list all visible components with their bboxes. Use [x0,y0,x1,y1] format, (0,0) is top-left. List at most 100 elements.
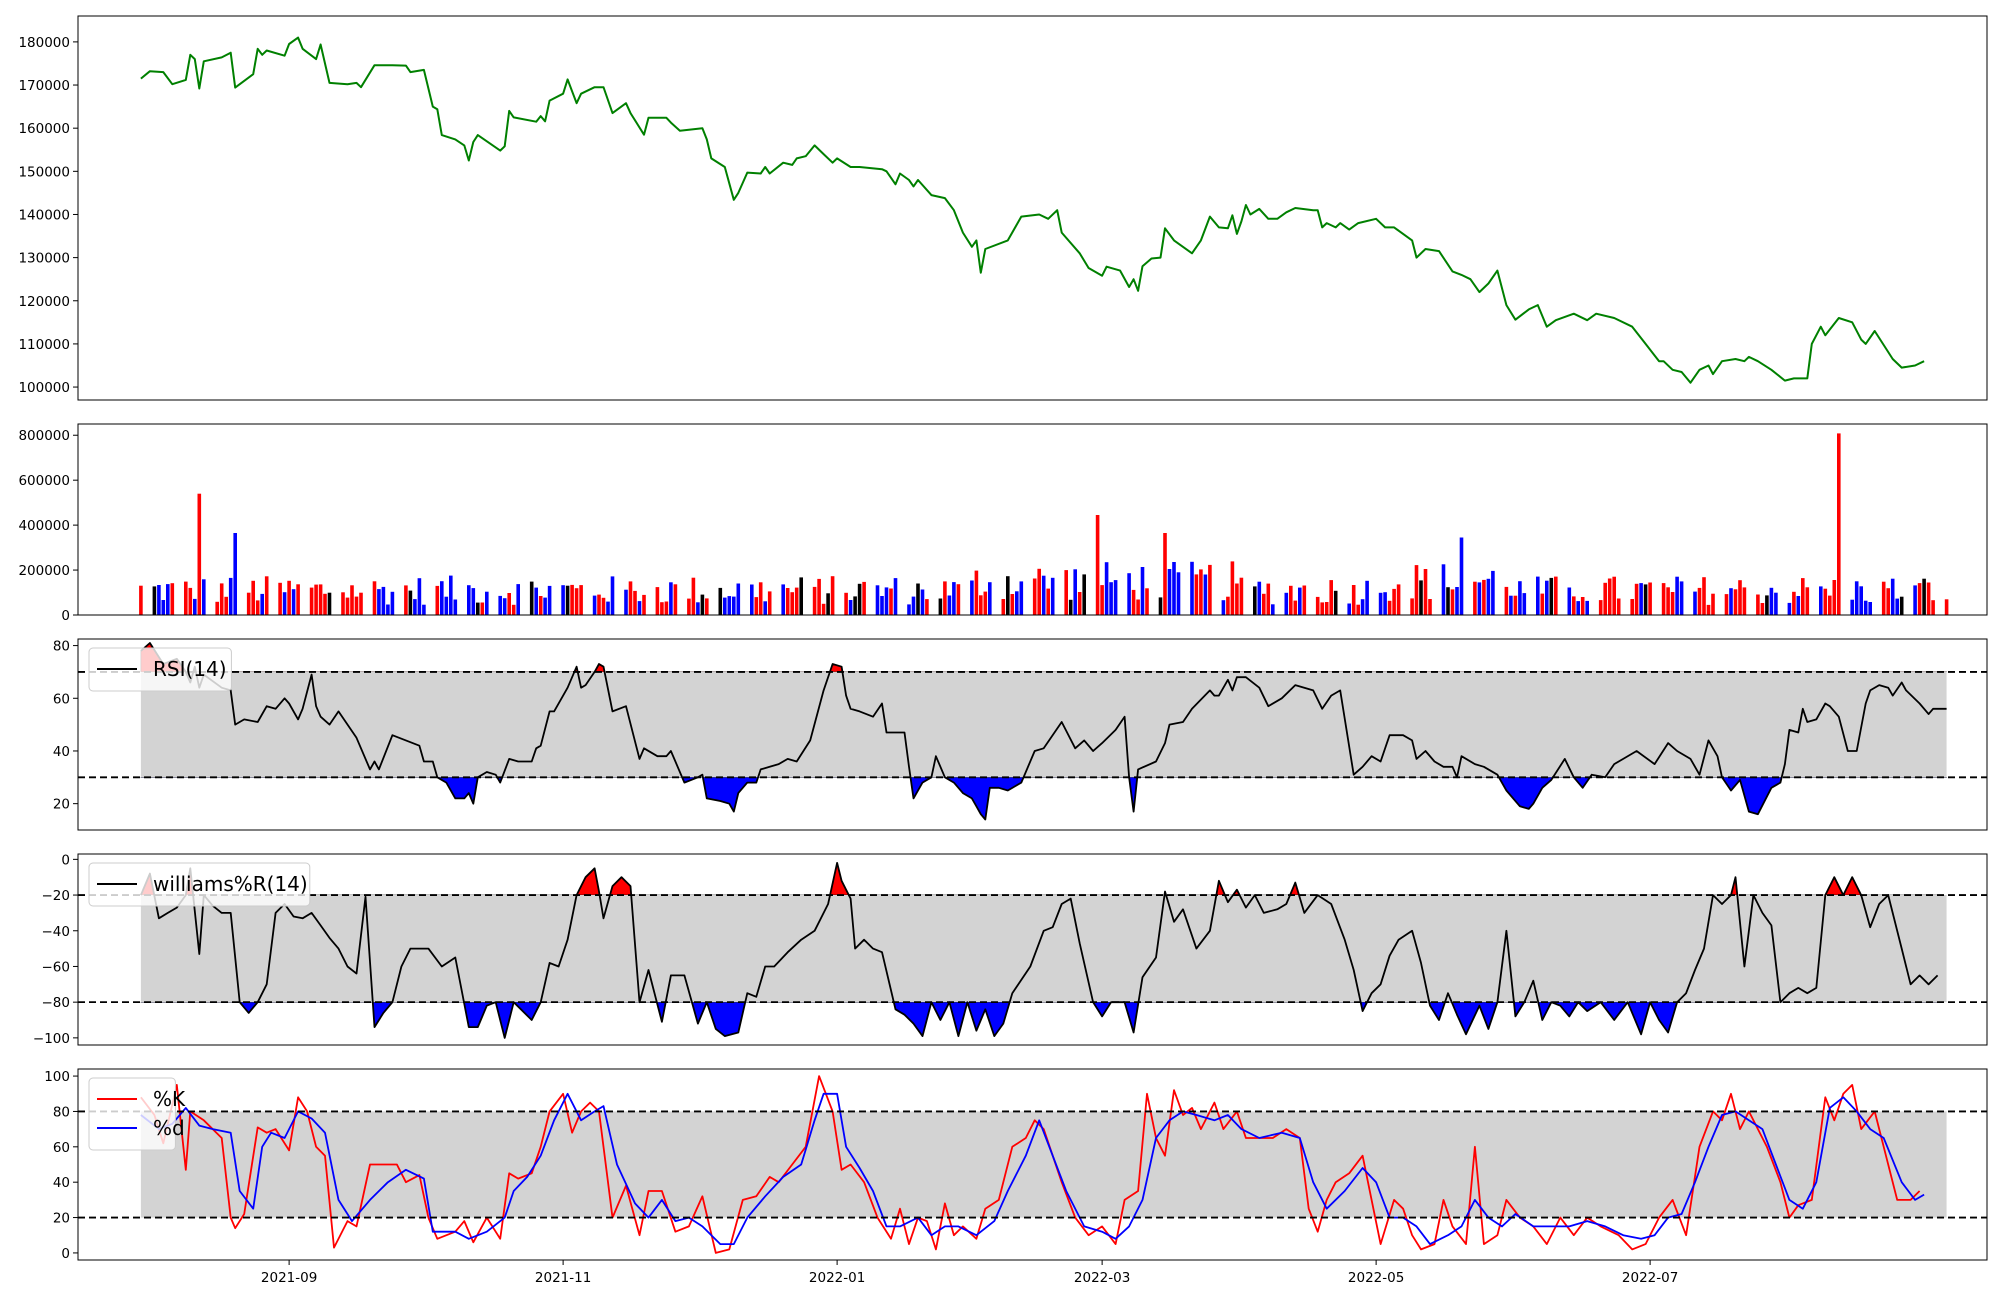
y-tick-label: 20 [53,797,70,813]
volume-bar [1576,601,1580,615]
y-tick-label: 130000 [18,251,70,267]
volume-bar [732,596,736,615]
volume-bar [1360,599,1365,615]
volume-bar [1486,578,1491,615]
volume-bar [1253,586,1257,615]
volume-bar [1774,592,1778,615]
volume-bar [1365,580,1369,615]
volume-bar [157,585,161,615]
volume-bar [327,592,332,615]
volume-bar [1459,537,1464,615]
volume-bar [1828,595,1832,615]
volume-bar [1545,580,1549,615]
volume-bar [1131,589,1136,615]
volume-bar [1037,568,1041,615]
volume-bar [1387,600,1392,615]
x-tick-label: 2022-03 [1074,1270,1130,1286]
volume-bar [296,584,300,615]
axes-frame [77,423,1988,616]
volume-bar [655,587,660,615]
volume-bar [637,601,642,615]
volume-bar [1648,582,1652,615]
volume-bar [543,597,547,615]
volume-bar [826,593,830,615]
volume-bar [1041,575,1046,615]
volume-bar [750,584,754,615]
volume-bar [673,584,678,615]
volume-bar [215,601,219,615]
volume-bar [1513,595,1518,615]
volume-bar [323,593,327,615]
volume-bar [1603,582,1607,615]
y-tick-label: 200000 [18,563,70,579]
volume-bar [1670,592,1675,615]
volume-bar [377,589,381,615]
volume-bar [952,582,956,615]
volume-panel: 0 200000 400000 600000 800000 [18,423,1988,624]
y-tick-label: 140000 [18,207,70,223]
volume-bar [705,598,709,615]
volume-bar [610,576,615,615]
volume-bar [916,583,920,615]
volume-bar [1064,570,1068,615]
volume-bar [1176,572,1181,615]
volume-bar [1522,593,1527,615]
volume-bar [1567,587,1572,615]
volume-bar [139,585,143,615]
volume-bar [1477,582,1482,615]
volume-bar [1819,586,1823,615]
volume-bar [1796,596,1801,615]
volume-bar [758,582,763,615]
volume-bar [1333,590,1338,615]
legend-box [88,647,232,692]
volume-bar [628,581,633,615]
volume-bar [718,587,723,615]
volume-bar [1032,578,1037,615]
volume-bar [1491,570,1495,615]
volume-bar [1738,580,1742,615]
volume-bar [848,600,853,615]
x-tick-label: 2022-07 [1622,1270,1678,1286]
volume-bar [1607,578,1612,615]
volume-bar [1675,576,1679,615]
volume-bar [1540,593,1545,615]
volume-bar [633,590,637,615]
y-tick-label: 100000 [18,380,70,396]
volume-bar [687,598,691,615]
volume-bar [1104,562,1109,615]
volume-bar [767,591,772,615]
volume-bar [1158,597,1163,615]
volume-bar [1926,582,1931,615]
volume-bar [1473,581,1477,615]
volume-bar [1446,587,1450,615]
volume-bar [1518,581,1522,615]
volume-bar [413,599,417,615]
volume-bar [1414,565,1419,615]
volume-bar [1019,581,1024,615]
volume-bar [592,595,597,615]
legend-label: %d [153,1116,185,1140]
volume-bar [884,587,889,615]
volume-bar [1881,581,1886,615]
volume-bar [538,596,543,615]
volume-bar [1194,574,1199,615]
volume-bar [1100,585,1104,615]
volume-bar [947,595,952,615]
volume-bar [1580,597,1585,615]
volume-bar [1733,589,1738,615]
volume-bar [1140,567,1145,615]
volume-bar [1724,594,1729,615]
x-tick-label: 2022-05 [1348,1270,1404,1286]
volume-bar [449,575,453,615]
volume-bar [1639,583,1643,615]
volume-bar [1095,515,1100,615]
volume-bar [193,598,197,615]
volume-bar [1208,564,1212,615]
volume-bar [170,583,175,615]
volume-bar [785,588,790,615]
volume-bar [1917,583,1922,615]
volume-bar [943,581,947,615]
volume-bar [974,570,979,615]
volume-bar [660,602,664,615]
volume-bar [1347,603,1351,615]
